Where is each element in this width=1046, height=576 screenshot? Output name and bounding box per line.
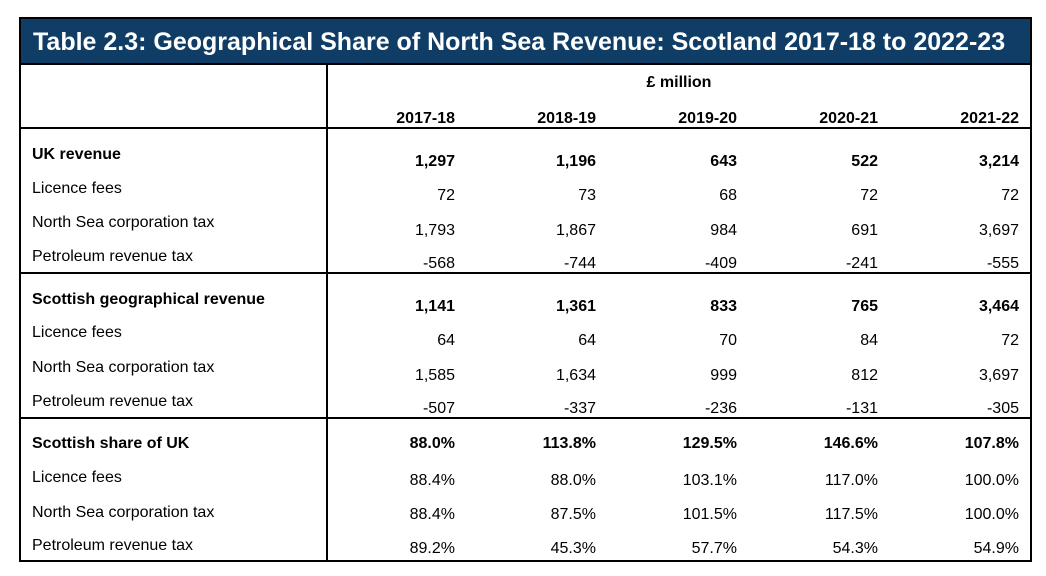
table-cell: 1,793 xyxy=(414,222,455,239)
table-cell: 691 xyxy=(851,222,878,239)
table-cell: 84 xyxy=(860,332,878,349)
total-cell: 129.5% xyxy=(682,435,737,452)
section-heading-scottish-revenue: Scottish geographical revenue xyxy=(32,291,265,308)
table-cell: 72 xyxy=(1001,332,1019,349)
table-cell: 101.5% xyxy=(682,506,737,523)
table-cell: 57.7% xyxy=(691,540,737,557)
revenue-table: Table 2.3: Geographical Share of North S… xyxy=(19,17,1032,562)
column-header-2019-20: 2019-20 xyxy=(678,110,737,127)
row-label: Petroleum revenue tax xyxy=(32,537,193,554)
table-cell: 103.1% xyxy=(682,472,737,489)
table-cell: 88.4% xyxy=(409,506,455,523)
row-label: North Sea corporation tax xyxy=(32,214,215,231)
table-cell: 70 xyxy=(719,332,737,349)
total-cell: 1,361 xyxy=(555,298,596,315)
column-header-2020-21: 2020-21 xyxy=(819,110,878,127)
row-label: North Sea corporation tax xyxy=(32,359,215,376)
table-cell: -555 xyxy=(986,255,1019,272)
table-cell: 984 xyxy=(710,222,737,239)
table-cell: 1,634 xyxy=(555,367,596,384)
table-cell: 73 xyxy=(578,187,596,204)
table-cell: 812 xyxy=(851,367,878,384)
total-cell: 1,297 xyxy=(414,153,455,170)
header-divider xyxy=(21,127,1030,129)
table-cell: 3,697 xyxy=(978,222,1019,239)
table-cell: 72 xyxy=(860,187,878,204)
table-cell: 54.3% xyxy=(832,540,878,557)
table-cell: -236 xyxy=(704,400,737,417)
section-divider-2 xyxy=(21,417,1030,419)
total-cell: 3,464 xyxy=(978,298,1019,315)
table-cell: -568 xyxy=(422,255,455,272)
table-cell: 100.0% xyxy=(964,506,1019,523)
table-cell: 1,585 xyxy=(414,367,455,384)
unit-label: £ million xyxy=(646,74,712,91)
table-cell: 88.0% xyxy=(550,472,596,489)
total-cell: 1,196 xyxy=(555,153,596,170)
table-cell: -305 xyxy=(986,400,1019,417)
table-cell: -507 xyxy=(422,400,455,417)
total-cell: 643 xyxy=(710,153,737,170)
total-cell: 113.8% xyxy=(542,435,596,452)
table-cell: 89.2% xyxy=(409,540,455,557)
row-label: Petroleum revenue tax xyxy=(32,393,193,410)
total-cell: 833 xyxy=(710,298,737,315)
table-cell: -744 xyxy=(563,255,596,272)
total-cell: 3,214 xyxy=(978,153,1019,170)
table-cell: 64 xyxy=(437,332,455,349)
table-cell: 117.5% xyxy=(824,506,878,523)
total-cell: 88.0% xyxy=(409,435,455,452)
table-title: Table 2.3: Geographical Share of North S… xyxy=(21,19,1030,65)
table-cell: 72 xyxy=(437,187,455,204)
column-header-2017-18: 2017-18 xyxy=(396,110,455,127)
section-heading-scottish-share: Scottish share of UK xyxy=(32,435,190,452)
row-label: Licence fees xyxy=(32,324,122,341)
column-header-2018-19: 2018-19 xyxy=(537,110,596,127)
table-cell: 64 xyxy=(578,332,596,349)
row-label: North Sea corporation tax xyxy=(32,504,215,521)
row-label: Petroleum revenue tax xyxy=(32,248,193,265)
column-divider xyxy=(326,65,328,560)
table-cell: 999 xyxy=(710,367,737,384)
table-cell: -409 xyxy=(704,255,737,272)
table-cell: 68 xyxy=(719,187,737,204)
table-cell: 1,867 xyxy=(555,222,596,239)
section-heading-uk-revenue: UK revenue xyxy=(32,146,121,163)
total-cell: 765 xyxy=(851,298,878,315)
total-cell: 107.8% xyxy=(964,435,1019,452)
section-divider-1 xyxy=(21,272,1030,274)
table-cell: 117.0% xyxy=(824,472,878,489)
row-label: Licence fees xyxy=(32,469,122,486)
table-cell: 88.4% xyxy=(409,472,455,489)
table-cell: -241 xyxy=(845,255,878,272)
table-cell: 100.0% xyxy=(964,472,1019,489)
table-cell: 87.5% xyxy=(550,506,596,523)
row-label: Licence fees xyxy=(32,180,122,197)
total-cell: 522 xyxy=(851,153,878,170)
table-cell: 54.9% xyxy=(973,540,1019,557)
table-cell: -131 xyxy=(845,400,878,417)
table-cell: -337 xyxy=(563,400,596,417)
table-cell: 72 xyxy=(1001,187,1019,204)
column-header-2021-22: 2021-22 xyxy=(960,110,1019,127)
total-cell: 146.6% xyxy=(823,435,878,452)
total-cell: 1,141 xyxy=(414,298,455,315)
table-cell: 45.3% xyxy=(550,540,596,557)
table-cell: 3,697 xyxy=(978,367,1019,384)
